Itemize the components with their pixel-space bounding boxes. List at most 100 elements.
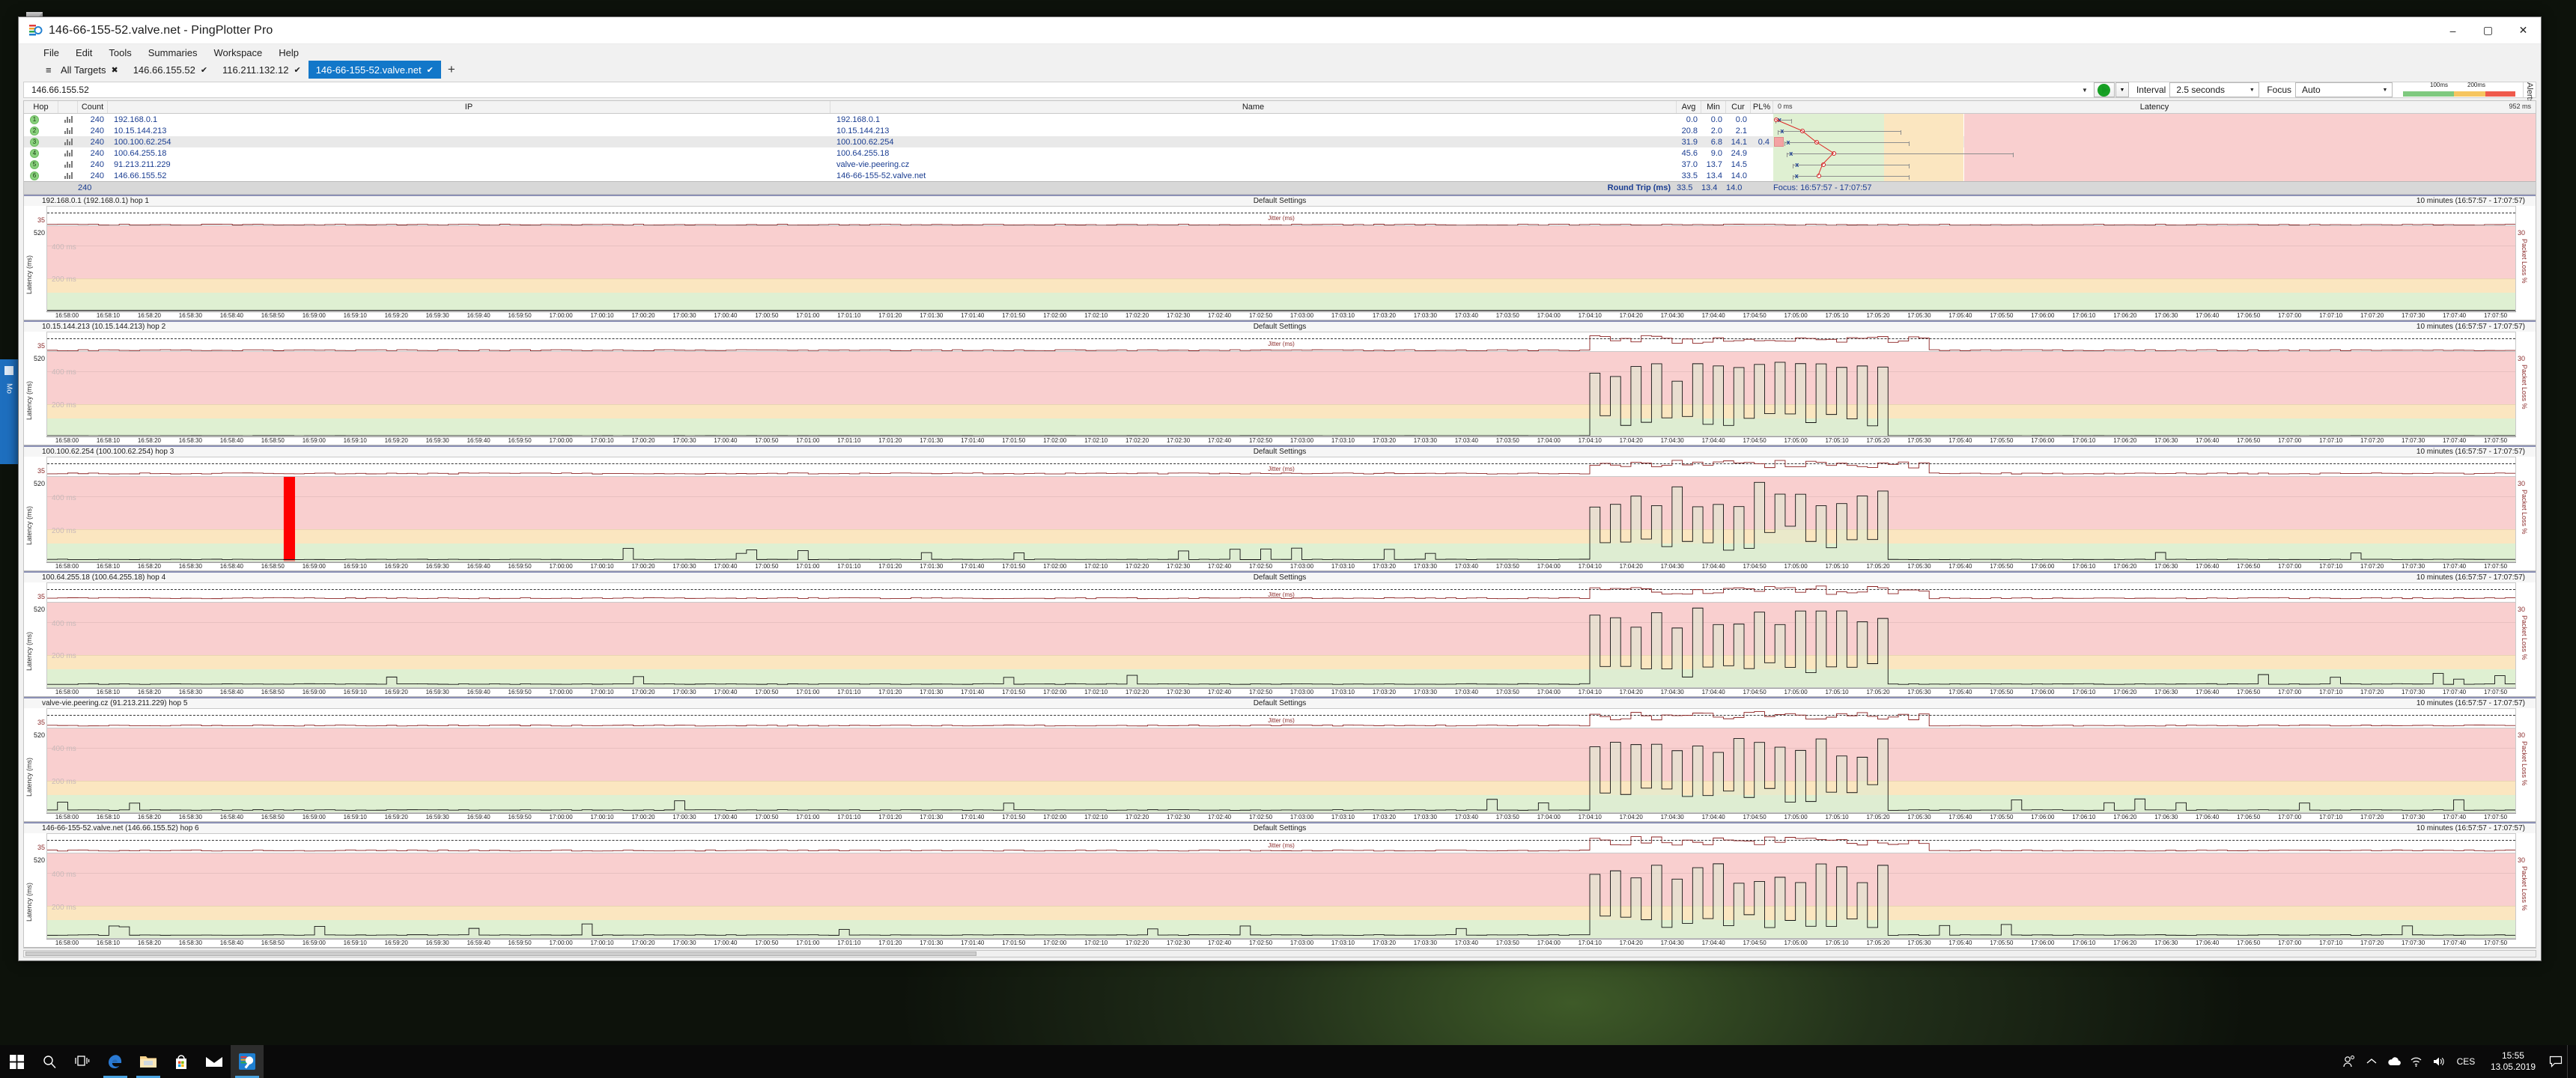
dock-icon[interactable] [4,365,14,380]
jitter-chart[interactable]: Jitter (ms) [46,206,2516,225]
table-row[interactable]: 3 240 100.100.62.254 100.100.62.254 31.9 6.8 1… [24,136,2536,147]
jitter-chart[interactable]: Jitter (ms) [46,582,2516,603]
horizontal-scrollbar[interactable] [23,950,2536,957]
plot-area[interactable]: Jitter (ms) 400 ms 200 ms 16:58:00 16:58:10 1… [46,457,2516,571]
jitter-chart[interactable]: Jitter (ms) [46,833,2516,853]
tab-116-211-132-12[interactable]: 116.211.132.12 ✔ [215,61,309,79]
menu-edit[interactable]: Edit [75,46,93,58]
column-header-ip[interactable]: IP [108,101,830,113]
time-tick: 17:01:40 [961,563,985,570]
latency-chart[interactable]: 400 ms 200 ms [46,602,2516,688]
column-header-cur[interactable]: Cur [1726,101,1751,113]
hop-sparkline-icon[interactable] [58,147,78,159]
plot-area[interactable]: Jitter (ms) 400 ms 200 ms 16:58:00 16:58:10 1… [46,331,2516,445]
jitter-chart[interactable]: Jitter (ms) [46,707,2516,728]
jitter-chart[interactable]: Jitter (ms) [46,331,2516,351]
panel-settings-label[interactable]: Default Settings [1253,698,1307,707]
table-row[interactable]: 6 240 146.66.155.52 146-66-155-52.valve.net… [24,170,2536,181]
column-header-min[interactable]: Min [1701,101,1726,113]
latency-chart[interactable]: 400 ms 200 ms [46,225,2516,311]
pingplotter-taskbar-icon[interactable] [231,1045,264,1078]
time-axis: 16:58:00 16:58:10 16:58:20 16:58:30 16:58:40… [46,436,2516,445]
interval-select[interactable]: 2.5 seconds ▼ [2169,82,2260,97]
panel-settings-label[interactable]: Default Settings [1253,197,1307,205]
graph-panel[interactable]: 10.15.144.213 (10.15.144.213) hop 2 Defau… [24,320,2536,446]
window-title-bar[interactable]: 146-66-155-52.valve.net - PingPlotter Pr… [19,17,2541,44]
add-tab-button[interactable]: + [447,62,455,76]
column-header-count[interactable]: Count [78,101,108,113]
close-button[interactable]: ✕ [2518,24,2528,36]
close-icon[interactable]: ✖ [111,65,118,75]
scrollbar-thumb[interactable] [25,951,976,956]
table-row[interactable]: 5 240 91.213.211.229 valve-vie.peering.cz 37… [24,159,2536,170]
graph-panel[interactable]: 146-66-155-52.valve.net (146.66.155.52) … [24,822,2536,948]
table-row[interactable]: 2 240 10.15.144.213 10.15.144.213 20.8 2.0 2.1… [24,125,2536,136]
jitter-chart[interactable]: Jitter (ms) [46,457,2516,477]
volume-icon[interactable] [2428,1045,2450,1078]
people-icon[interactable] [2338,1045,2360,1078]
focus-select[interactable]: Auto ▼ [2295,82,2393,97]
start-options-dropdown[interactable]: ▼ [2115,82,2129,97]
panel-settings-label[interactable]: Default Settings [1253,573,1307,582]
latency-chart[interactable]: 400 ms 200 ms [46,727,2516,814]
plot-area[interactable]: Jitter (ms) 400 ms 200 ms 16:58:00 16:58:10 1… [46,707,2516,822]
file-explorer-icon[interactable] [132,1045,165,1078]
hop-sparkline-icon[interactable] [58,114,78,125]
hop-sparkline-icon[interactable] [58,159,78,170]
start-button[interactable] [0,1045,33,1078]
column-header-hop[interactable]: Hop [24,101,58,113]
plot-area[interactable]: Jitter (ms) 400 ms 200 ms 16:58:00 16:58:10 1… [46,582,2516,696]
graph-panel[interactable]: 100.64.255.18 (100.64.255.18) hop 4 Defau… [24,571,2536,697]
menu-tools[interactable]: Tools [109,46,132,58]
target-dropdown-arrow[interactable]: ▼ [2081,86,2088,94]
tab-all-targets[interactable]: ≡ All Targets ✖ [38,61,126,79]
hop-sparkline-icon[interactable] [58,125,78,136]
panel-settings-label[interactable]: Default Settings [1253,448,1307,457]
tab-146-66-155-52-valve-net[interactable]: 146-66-155-52.valve.net ✔ [308,61,441,79]
start-trace-button[interactable] [2093,82,2115,97]
latency-chart[interactable]: 400 ms 200 ms [46,350,2516,437]
show-desktop-button[interactable] [2567,1045,2573,1078]
menu-summaries[interactable]: Summaries [148,46,198,58]
alerts-panel-tab[interactable]: Alerts [2523,82,2536,103]
left-dock-panel[interactable]: Mo [0,359,18,464]
column-header-pl[interactable]: PL% [1751,101,1773,113]
graph-panel[interactable]: 192.168.0.1 (192.168.0.1) hop 1 Default S… [24,195,2536,320]
task-view-icon[interactable] [66,1045,99,1078]
panel-settings-label[interactable]: Default Settings [1253,322,1307,331]
menu-help[interactable]: Help [279,46,300,58]
plot-area[interactable]: Jitter (ms) 400 ms 200 ms 16:58:00 16:58:10 1… [46,833,2516,948]
mail-icon[interactable] [198,1045,231,1078]
target-input[interactable] [24,85,2077,95]
graph-panel[interactable]: 100.100.62.254 (100.100.62.254) hop 3 Def… [24,445,2536,572]
search-icon[interactable] [33,1045,66,1078]
column-header-avg[interactable]: Avg [1677,101,1701,113]
onedrive-icon[interactable] [2383,1045,2405,1078]
time-tick: 17:04:10 [1578,311,1602,319]
table-row[interactable]: 4 240 100.64.255.18 100.64.255.18 45.6 9.0 24.… [24,147,2536,159]
hop-name: 10.15.144.213 [836,126,890,135]
minimize-button[interactable]: – [2449,24,2456,37]
tab-146-66-155-52[interactable]: 146.66.155.52 ✔ [126,61,215,79]
network-icon[interactable] [2405,1045,2428,1078]
clock[interactable]: 15:55 13.05.2019 [2482,1050,2545,1073]
time-tick: 16:58:00 [55,311,79,319]
table-row[interactable]: 1 240 192.168.0.1 192.168.0.1 0.0 0.0 0.0 x [24,114,2536,125]
column-header-name[interactable]: Name [830,101,1677,113]
graph-panel[interactable]: valve-vie.peering.cz (91.213.211.229) ho… [24,696,2536,823]
menu-workspace[interactable]: Workspace [213,46,263,58]
edge-icon[interactable] [99,1045,132,1078]
plot-area[interactable]: Jitter (ms) 400 ms 200 ms 16:58:00 16:58:10 1… [46,206,2516,320]
latency-chart[interactable]: 400 ms 200 ms [46,476,2516,563]
hop-sparkline-icon[interactable] [58,170,78,181]
panel-settings-label[interactable]: Default Settings [1253,824,1307,833]
language-indicator[interactable]: CES [2456,1056,2476,1067]
latency-chart[interactable]: 400 ms 200 ms [46,853,2516,940]
hop-sparkline-icon[interactable] [58,136,78,147]
show-hidden-icons-chevron[interactable] [2360,1045,2383,1078]
menu-file[interactable]: File [43,46,59,58]
action-center-icon[interactable] [2545,1045,2567,1078]
time-tick: 17:00:10 [590,563,614,570]
maximize-button[interactable]: ▢ [2482,24,2494,36]
microsoft-store-icon[interactable] [165,1045,198,1078]
